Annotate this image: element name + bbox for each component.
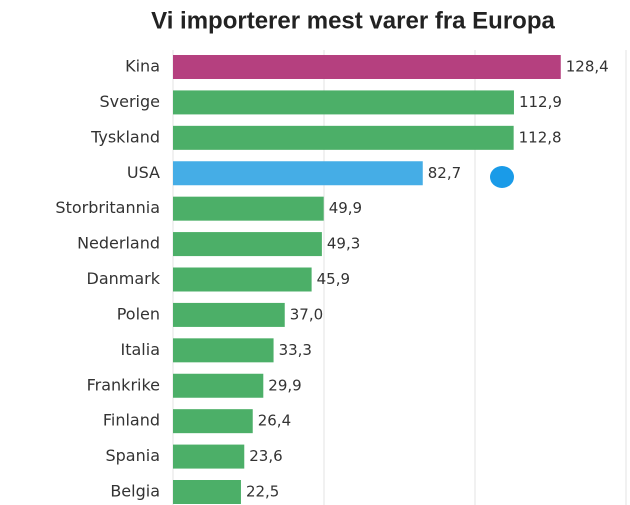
- bar: [173, 125, 514, 150]
- data-label: 49,9: [329, 199, 362, 217]
- data-label: 26,4: [258, 412, 291, 430]
- bar: [173, 196, 324, 221]
- y-tick-label: Belgia: [110, 482, 160, 501]
- data-label: 23,6: [249, 447, 282, 465]
- data-label: 45,9: [317, 270, 350, 288]
- data-label: 29,9: [268, 376, 301, 394]
- chart-title: Vi importerer mest varer fra Europa: [151, 7, 555, 34]
- y-tick-label: Storbritannia: [55, 198, 160, 217]
- bar: [173, 267, 312, 292]
- bar: [173, 232, 322, 257]
- data-label: 22,5: [246, 483, 279, 501]
- marker-dot: [490, 166, 514, 188]
- bar: [173, 302, 285, 327]
- data-label: 128,4: [566, 58, 609, 76]
- y-tick-label: Polen: [117, 304, 160, 323]
- y-tick-label: Danmark: [87, 269, 161, 288]
- y-tick-label: Spania: [105, 446, 160, 465]
- bar: [173, 55, 561, 79]
- bar: [173, 373, 264, 398]
- data-label: 49,3: [327, 235, 360, 253]
- data-label: 112,9: [519, 93, 562, 111]
- y-tick-label: Italia: [121, 340, 161, 359]
- y-tick-label: Finland: [103, 411, 160, 430]
- bar: [173, 409, 253, 434]
- y-tick-label: Frankrike: [87, 375, 160, 394]
- data-label: 37,0: [290, 305, 323, 323]
- y-tick-label: Nederland: [77, 234, 160, 253]
- y-tick-label: Sverige: [100, 92, 161, 111]
- y-tick-label: USA: [127, 163, 160, 182]
- data-label: 112,8: [519, 128, 562, 146]
- y-tick-label: Kina: [125, 57, 160, 76]
- bar: [173, 161, 423, 186]
- bar: [173, 90, 514, 115]
- data-label: 33,3: [279, 341, 312, 359]
- y-tick-label: Tyskland: [90, 127, 160, 146]
- plot-area: Kina 128,4 Sverige 112,9 Tyskland 112,8 USA 82,…: [55, 50, 627, 505]
- bar: [173, 480, 241, 504]
- bar: [173, 338, 274, 363]
- data-label: 82,7: [428, 164, 461, 182]
- bar: [173, 444, 245, 469]
